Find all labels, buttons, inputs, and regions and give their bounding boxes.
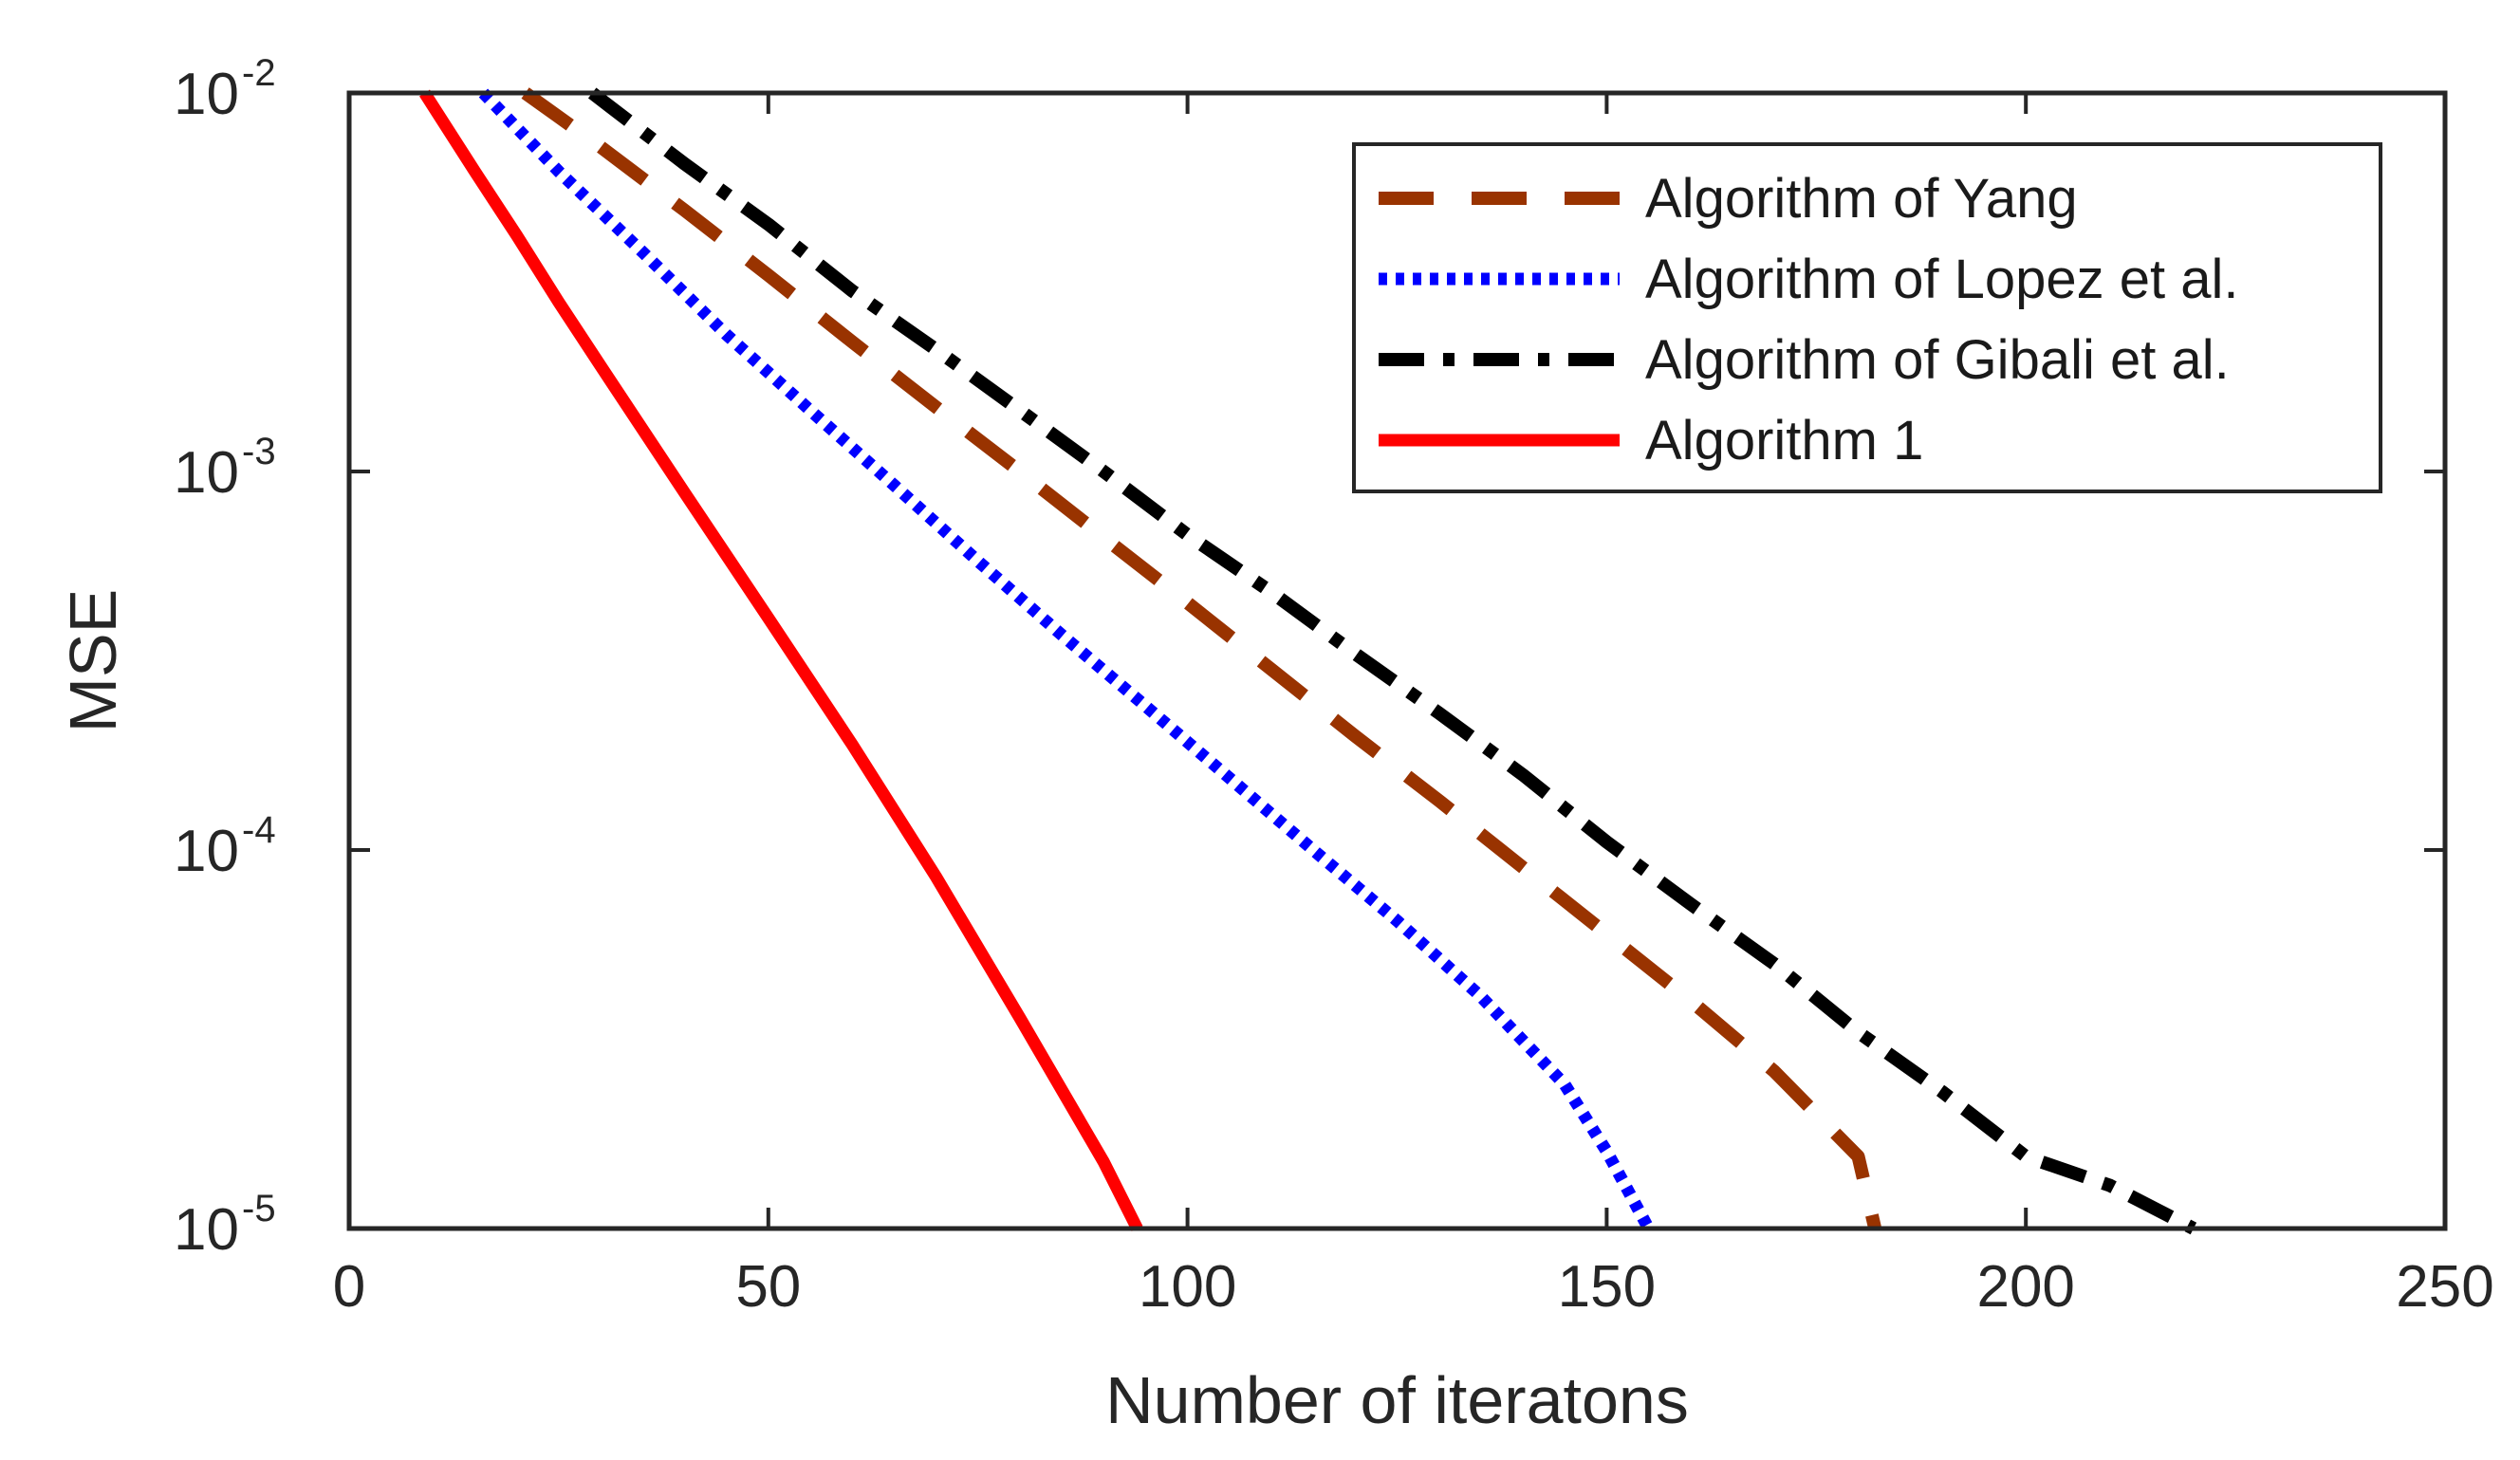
x-tick-label: 250 xyxy=(2396,1254,2493,1320)
y-tick-label: 10 -2 xyxy=(174,52,276,127)
x-tick-label: 150 xyxy=(1558,1254,1656,1320)
y-tick-label: 10 -5 xyxy=(174,1188,276,1263)
series-line-3 xyxy=(419,89,1143,1231)
y-tick-exponent: -2 xyxy=(242,52,276,94)
series-lines xyxy=(419,87,2197,1235)
y-tick-label: 10 -4 xyxy=(174,809,276,884)
legend-label-3: Algorithm 1 xyxy=(1645,410,1923,471)
y-tick-base: 10 xyxy=(174,819,239,884)
legend: Algorithm of Yang Algorithm of Lopez et a… xyxy=(1352,142,2382,493)
plot-frame xyxy=(346,90,2448,1231)
x-tick-label: 100 xyxy=(1139,1254,1236,1320)
y-tick-label: 10 -3 xyxy=(174,431,276,506)
y-tick-base: 10 xyxy=(174,440,239,506)
y-tick-exponent: -3 xyxy=(242,431,276,472)
y-tick-base: 10 xyxy=(174,62,239,127)
y-tick-exponent: -4 xyxy=(242,809,276,851)
x-tick-label: 200 xyxy=(1976,1254,2074,1320)
series-line-1 xyxy=(478,88,1655,1232)
y-tick-exponent: -5 xyxy=(242,1188,276,1229)
x-axis-title: Number of iteratons xyxy=(1105,1363,1689,1437)
y-axis-title: MSE xyxy=(56,589,130,733)
x-tick-label: 0 xyxy=(333,1254,365,1320)
legend-label-1: Algorithm of Lopez et al. xyxy=(1645,249,2238,310)
legend-label-0: Algorithm of Yang xyxy=(1645,168,2078,230)
legend-label-2: Algorithm of Gibali et al. xyxy=(1645,329,2230,391)
x-tick-label: 50 xyxy=(735,1254,801,1320)
y-tick-base: 10 xyxy=(174,1197,239,1263)
series-line-0 xyxy=(521,87,1882,1230)
